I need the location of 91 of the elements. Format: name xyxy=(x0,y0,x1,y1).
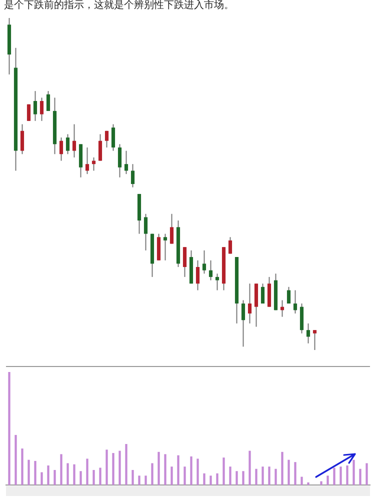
bar xyxy=(196,458,199,485)
bar xyxy=(288,460,290,485)
candlestick xyxy=(85,146,90,175)
candlestick xyxy=(306,322,310,344)
bar xyxy=(300,476,303,485)
candlestick xyxy=(260,283,265,304)
candlestick xyxy=(267,276,272,308)
bar xyxy=(28,460,30,485)
bar xyxy=(190,456,192,485)
bar xyxy=(333,468,336,485)
bar xyxy=(66,463,69,485)
candlestick xyxy=(124,150,128,175)
bar xyxy=(320,481,322,485)
candlestick xyxy=(293,290,298,314)
bar xyxy=(73,464,76,485)
bar xyxy=(80,471,82,485)
candlestick xyxy=(215,273,220,291)
candlestick xyxy=(111,124,116,152)
bar xyxy=(151,463,154,485)
bar xyxy=(54,470,56,485)
bar xyxy=(21,448,24,485)
bar xyxy=(210,476,212,485)
bar xyxy=(268,466,270,485)
bar xyxy=(158,452,160,485)
bar xyxy=(177,455,180,485)
bar xyxy=(281,452,284,485)
bar xyxy=(132,470,134,485)
candlestick xyxy=(208,260,213,281)
bar xyxy=(340,466,342,485)
candlestick xyxy=(196,260,200,291)
bar xyxy=(294,462,296,485)
bar xyxy=(40,472,43,485)
bar xyxy=(112,453,114,485)
candlestick xyxy=(170,213,174,244)
candlestick xyxy=(59,137,64,162)
bar xyxy=(170,466,173,485)
bar xyxy=(326,476,329,485)
bar xyxy=(307,482,310,485)
candlestick xyxy=(144,213,148,251)
bar xyxy=(14,434,17,485)
bar xyxy=(222,458,225,485)
candlestick xyxy=(98,134,102,162)
bar xyxy=(352,460,355,485)
bar xyxy=(255,468,258,485)
candlestick xyxy=(156,233,161,261)
candlestick xyxy=(254,283,258,328)
candlestick xyxy=(241,300,246,348)
bar xyxy=(216,473,218,485)
candlestick xyxy=(228,236,232,254)
bar xyxy=(242,471,244,485)
bar xyxy=(86,458,88,485)
bar xyxy=(164,454,166,485)
candlestick xyxy=(33,90,38,122)
bar xyxy=(60,454,62,485)
candlestick xyxy=(312,330,317,350)
bar xyxy=(8,372,10,485)
bar xyxy=(346,465,348,485)
bar xyxy=(274,468,277,485)
bar xyxy=(248,450,251,485)
candlestick xyxy=(130,164,135,188)
bar xyxy=(118,450,121,485)
bar xyxy=(125,444,128,485)
bar xyxy=(262,466,264,485)
candlestick xyxy=(78,144,83,178)
bar xyxy=(359,468,362,485)
bar xyxy=(92,470,95,485)
candlestick xyxy=(118,144,122,178)
bar xyxy=(99,468,102,485)
candlestick xyxy=(40,97,44,122)
candlestick xyxy=(286,286,291,304)
candlestick xyxy=(20,124,24,155)
bar xyxy=(366,463,368,485)
bar xyxy=(106,450,108,485)
bar xyxy=(203,473,206,485)
bar xyxy=(34,460,36,485)
candlestick xyxy=(46,90,50,112)
candlestick xyxy=(182,246,187,278)
bar xyxy=(138,476,140,485)
bar xyxy=(236,471,238,485)
candlestick xyxy=(248,283,252,324)
bar xyxy=(184,466,186,485)
candlestick xyxy=(202,250,206,274)
bar xyxy=(229,466,232,485)
bar xyxy=(47,465,50,485)
candlestick xyxy=(26,104,31,122)
candlestick xyxy=(66,134,70,155)
candlestick xyxy=(72,124,76,158)
candlestick xyxy=(300,303,304,334)
candlestick xyxy=(104,130,109,148)
candlestick xyxy=(163,233,168,261)
bar xyxy=(144,476,147,485)
